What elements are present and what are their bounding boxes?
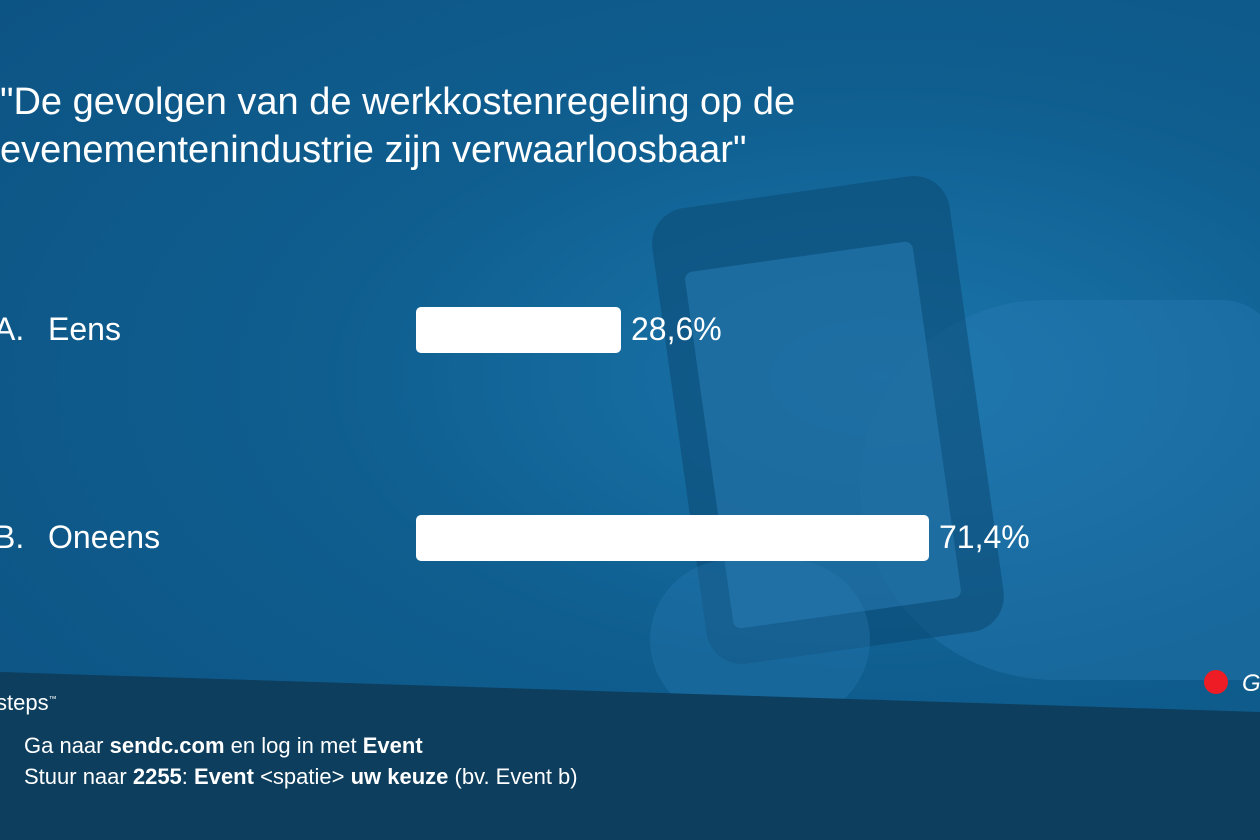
instr-url: sendc.com	[109, 733, 225, 758]
instr-event-code: Event	[194, 764, 254, 789]
value-label: 28,6%	[631, 311, 722, 347]
bar	[416, 307, 621, 353]
instr-text: :	[181, 764, 195, 789]
background-hand-lower	[650, 560, 870, 720]
option-letter: B.	[0, 519, 25, 555]
bar-row-b: B. Oneens 71,4%	[0, 509, 1260, 569]
trademark-mark: ™	[48, 694, 57, 704]
category-label: Eens	[48, 311, 121, 347]
instr-choice: uw keuze	[350, 764, 449, 789]
instr-event-code: Event	[362, 733, 423, 758]
instruction-line-2: Stuur naar 2255: Event <spatie> uw keuze…	[24, 764, 578, 790]
instr-text: Ga naar	[24, 733, 110, 758]
bar	[416, 515, 929, 561]
question-title: "De gevolgen van de werkkostenregeling o…	[0, 81, 796, 171]
status-dot-icon	[1204, 670, 1228, 694]
instr-text: en log in met	[224, 733, 363, 758]
brand-text: steps	[0, 690, 49, 715]
instr-text: Stuur naar	[24, 764, 133, 789]
instr-text: (bv. Event b)	[448, 764, 578, 789]
option-letter: A.	[0, 311, 25, 347]
value-label: 71,4%	[939, 519, 1030, 555]
instr-sms-number: 2255	[132, 764, 182, 789]
brand-logo: steps™	[0, 690, 57, 716]
instr-text: <spatie>	[253, 764, 351, 789]
category-label: Oneens	[48, 519, 161, 555]
instruction-line-1: Ga naar sendc.com en log in met Event	[24, 733, 423, 759]
status-label: G	[1242, 670, 1260, 697]
bar-row-a: A. Eens 28,6%	[0, 301, 1260, 361]
